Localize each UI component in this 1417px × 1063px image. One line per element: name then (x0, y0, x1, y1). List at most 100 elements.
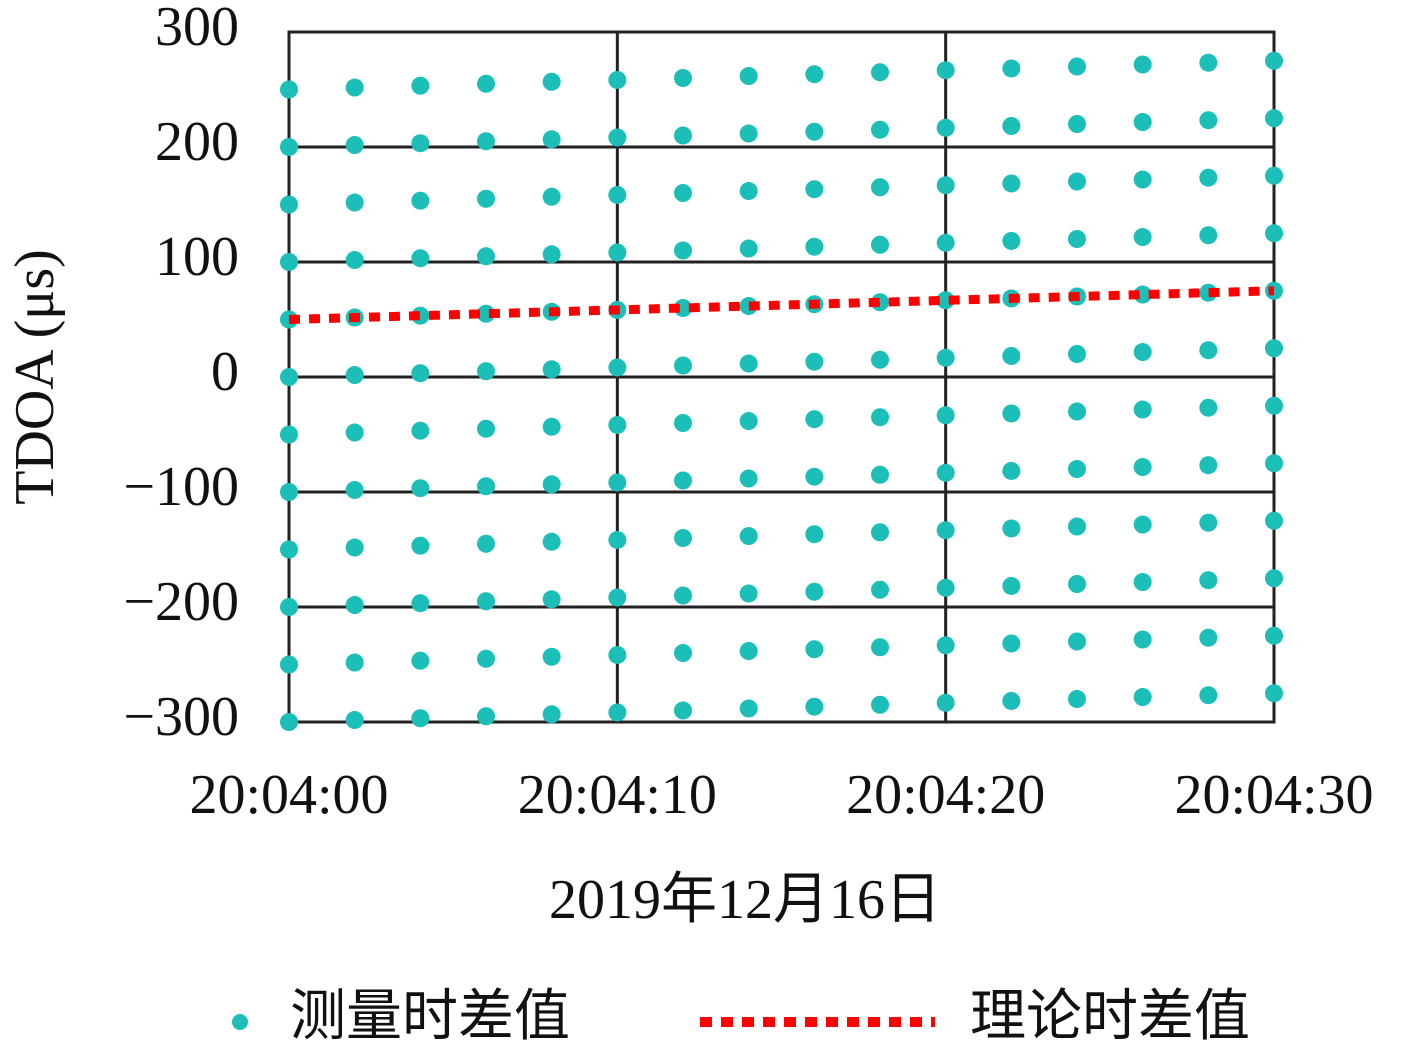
point (411, 479, 430, 498)
point (1068, 172, 1086, 191)
point (674, 414, 692, 432)
point (674, 644, 692, 662)
point (739, 699, 758, 718)
point (345, 481, 364, 500)
point (477, 707, 495, 726)
point (1133, 515, 1152, 534)
point (1265, 166, 1283, 185)
point (1002, 634, 1021, 653)
y-tick-label: 300 (155, 0, 239, 58)
point (739, 354, 758, 373)
point (739, 469, 758, 488)
point (805, 697, 824, 716)
point (477, 419, 495, 438)
point (871, 465, 889, 484)
point (936, 578, 955, 597)
point (674, 356, 692, 375)
point (1133, 228, 1152, 247)
point (674, 241, 692, 260)
point (280, 598, 298, 616)
point (805, 582, 824, 601)
point (608, 70, 627, 89)
point (1068, 460, 1086, 478)
point (1265, 109, 1283, 128)
point (1068, 57, 1086, 76)
x-tick-label: 20:04:10 (518, 764, 717, 826)
point (345, 653, 364, 672)
line (288, 286, 1275, 324)
point (280, 138, 298, 156)
point (1199, 513, 1218, 532)
point (608, 645, 627, 664)
point (674, 586, 692, 605)
point (477, 247, 495, 266)
point (542, 475, 561, 494)
point (1068, 230, 1086, 248)
point (1199, 686, 1218, 705)
point (1002, 231, 1021, 250)
point (608, 243, 627, 262)
y-tick-label: −300 (123, 686, 239, 748)
point (280, 655, 298, 674)
point (280, 540, 298, 559)
point (608, 185, 627, 204)
point (674, 184, 692, 202)
point (1199, 53, 1218, 72)
x-axis-label: 2019年12月16日 (549, 869, 941, 931)
point (477, 534, 495, 553)
point (805, 237, 824, 256)
point (411, 191, 430, 210)
point (1068, 115, 1086, 133)
legend-marker (232, 1014, 248, 1030)
point (805, 352, 824, 371)
point (739, 124, 758, 143)
point (805, 122, 824, 141)
y-tick-label: 0 (211, 341, 239, 403)
point (1265, 569, 1283, 588)
point (608, 415, 627, 434)
point (1068, 632, 1086, 651)
point (1199, 571, 1218, 590)
point (411, 709, 430, 728)
point (1002, 691, 1021, 710)
point (411, 594, 430, 613)
point (345, 251, 364, 270)
point (805, 525, 824, 544)
point (1265, 51, 1283, 70)
point (936, 521, 955, 540)
point (411, 421, 430, 440)
point (805, 180, 824, 199)
point (936, 406, 955, 425)
point (1002, 461, 1021, 480)
point (871, 235, 889, 254)
point (871, 408, 889, 427)
point (477, 362, 495, 381)
point (1265, 684, 1283, 703)
point (608, 473, 627, 492)
point (345, 136, 364, 155)
point (871, 350, 889, 369)
point (739, 412, 758, 431)
point (871, 63, 889, 82)
point (674, 529, 692, 547)
point (411, 651, 430, 670)
x-tick-label: 20:04:00 (189, 764, 388, 826)
point (477, 132, 495, 151)
point (345, 366, 364, 385)
point (1133, 573, 1152, 592)
point (345, 78, 364, 97)
point (674, 701, 692, 720)
point (1199, 398, 1218, 417)
point (871, 638, 889, 657)
point (739, 67, 758, 86)
point (411, 536, 430, 555)
point (805, 410, 824, 429)
y-tick-label: −200 (123, 571, 239, 633)
point (280, 368, 298, 386)
point (345, 538, 364, 557)
point (542, 130, 561, 149)
point (1133, 170, 1152, 189)
point (1068, 690, 1086, 708)
point (674, 471, 692, 490)
